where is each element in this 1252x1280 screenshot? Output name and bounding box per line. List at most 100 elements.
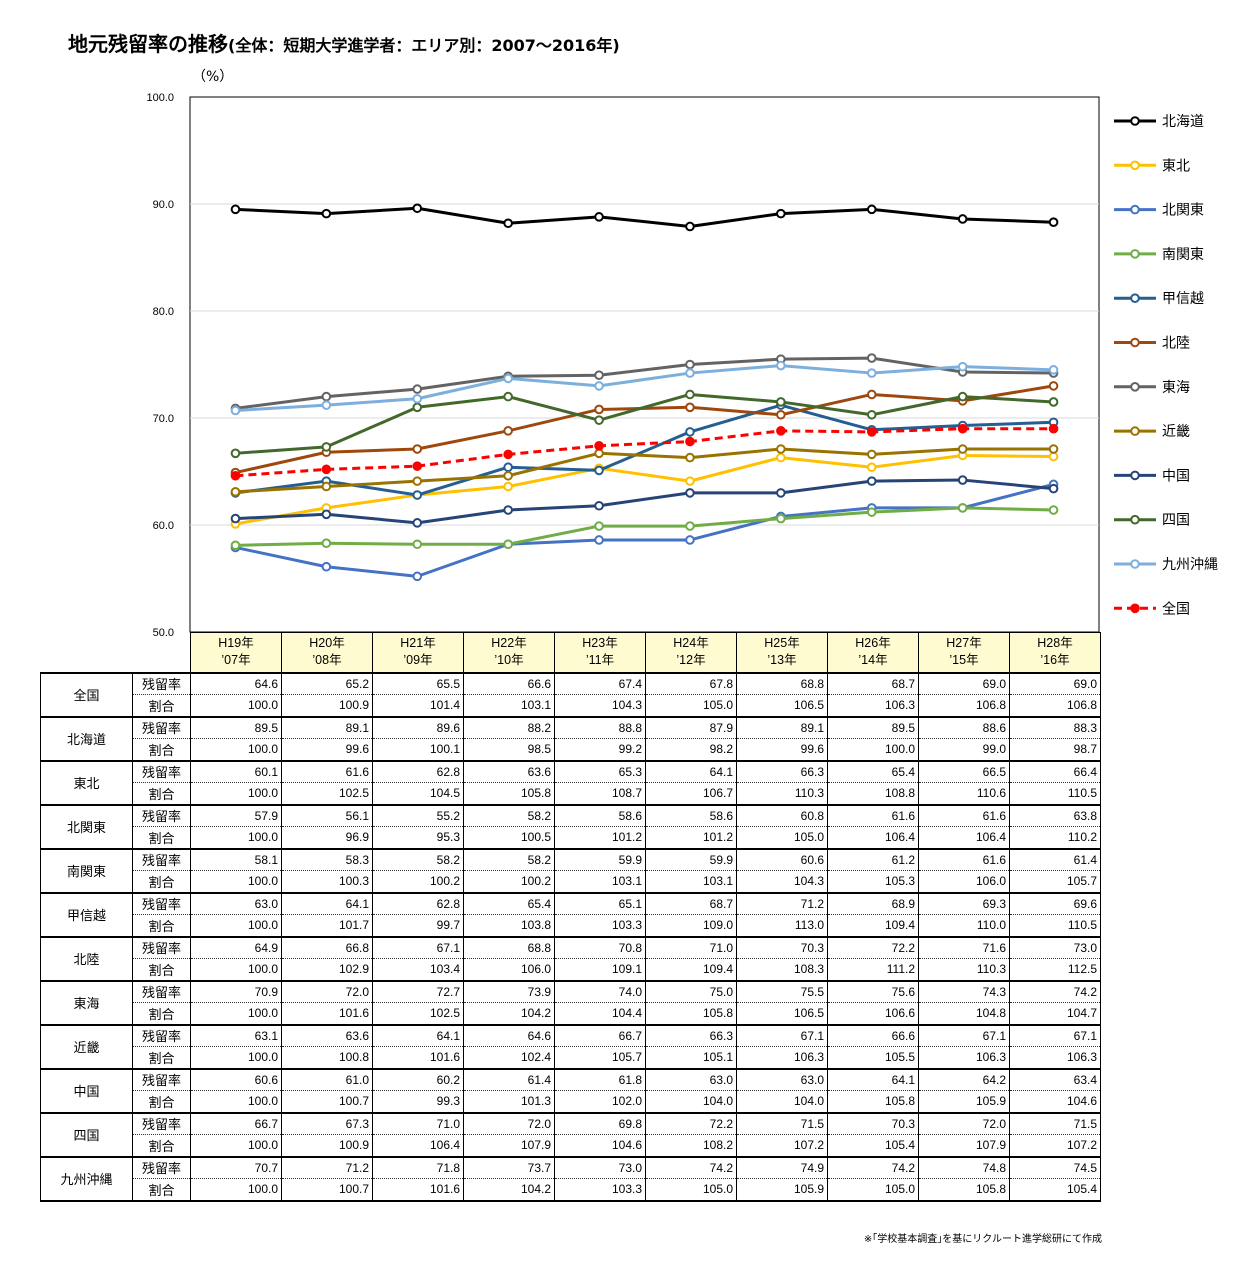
data-point <box>594 448 604 459</box>
ratio-cell: 100.3 <box>281 870 373 894</box>
rate-cell: 74.5 <box>1009 1156 1101 1179</box>
year-header: H28年 ’16年 <box>1009 632 1101 673</box>
row-type-ratio: 割合 <box>132 694 191 718</box>
ratio-cell: 101.3 <box>463 1090 555 1114</box>
table-row: 割合 100.0 100.3 100.2 100.2 103.1 103.1 104.3 105… <box>41 870 1101 894</box>
data-point <box>321 391 332 402</box>
ratio-cell: 105.7 <box>1009 870 1101 894</box>
rate-cell: 65.4 <box>463 892 555 915</box>
data-point <box>685 389 695 400</box>
rate-cell: 88.8 <box>554 716 646 739</box>
data-point <box>321 400 332 410</box>
rate-cell: 60.6 <box>190 1068 282 1091</box>
rate-cell: 65.1 <box>554 892 646 915</box>
y-tick-label: 100.0 <box>146 92 174 104</box>
rate-cell: 58.2 <box>463 804 555 827</box>
rate-cell: 67.1 <box>1009 1024 1101 1047</box>
table-row: 北陸 残留率 64.9 66.8 67.1 68.8 70.8 71.0 70.3 72.2 71.… <box>40 936 1101 982</box>
data-point <box>866 409 877 420</box>
rate-cell: 64.1 <box>827 1068 919 1091</box>
year-header-era: H21年 <box>400 636 436 651</box>
rate-cell: 71.0 <box>372 1112 464 1135</box>
legend-marker <box>1130 426 1140 436</box>
rate-cell: 58.2 <box>463 848 555 871</box>
rate-cell: 74.0 <box>554 980 646 1003</box>
table-row: 北関東 残留率 57.9 56.1 55.2 58.2 58.6 58.6 60.8 61.6 61… <box>40 804 1101 850</box>
rate-cell: 72.2 <box>645 1112 737 1135</box>
year-header: H24年 ’12年 <box>645 632 737 673</box>
rate-cell: 75.6 <box>827 980 919 1003</box>
region-label: 全国 <box>40 671 133 718</box>
year-header-western: ’09年 <box>403 653 433 668</box>
year-header-western: ’15年 <box>949 653 979 668</box>
year-header: H27年 ’15年 <box>918 632 1010 673</box>
ratio-cell: 106.4 <box>372 1134 464 1158</box>
year-header-western: ’13年 <box>767 653 797 668</box>
ratio-cell: 109.0 <box>645 914 737 938</box>
year-header: H26年 ’14年 <box>827 632 919 673</box>
ratio-cell: 100.0 <box>190 694 282 718</box>
year-header-era: H26年 <box>855 636 891 651</box>
data-point <box>412 393 423 404</box>
rate-cell: 69.0 <box>918 671 1010 695</box>
ratio-cell: 104.2 <box>463 1002 555 1026</box>
ratio-cell: 106.3 <box>1009 1046 1101 1070</box>
legend-marker <box>1130 116 1140 126</box>
row-type-rate: 残留率 <box>132 848 191 871</box>
rate-cell: 61.4 <box>463 1068 555 1091</box>
table-header-row: H19年 ’07年 H20年 ’08年 H21年 ’09年 H22年 ’10年 H23年 ’11年… <box>41 632 1101 673</box>
ratio-cell: 105.9 <box>918 1090 1010 1114</box>
ratio-cell: 100.9 <box>281 1134 373 1158</box>
legend-label: 北陸 <box>1162 336 1190 352</box>
rate-cell: 88.3 <box>1009 716 1101 739</box>
ratio-cell: 102.4 <box>463 1046 555 1070</box>
ratio-cell: 101.2 <box>554 826 646 850</box>
region-label: 九州沖縄 <box>40 1156 133 1202</box>
data-point <box>957 361 968 372</box>
rate-cell: 65.3 <box>554 760 646 783</box>
y-tick-label: 50.0 <box>153 627 174 639</box>
ratio-cell: 105.9 <box>736 1178 828 1202</box>
rate-cell: 66.5 <box>918 760 1010 783</box>
ratio-cell: 110.3 <box>918 958 1010 982</box>
data-point <box>412 518 423 528</box>
table-row: 全国 残留率 64.6 65.2 65.5 66.6 67.4 67.8 68.8 68.7 69.… <box>40 671 1101 718</box>
legend-label: 全国 <box>1162 600 1190 617</box>
data-point <box>685 402 695 413</box>
year-header-western: ’12年 <box>676 653 706 668</box>
data-point <box>957 503 968 513</box>
rate-cell: 65.5 <box>372 671 464 695</box>
data-point <box>230 405 241 416</box>
ratio-cell: 100.2 <box>463 870 555 894</box>
year-header: H19年 ’07年 <box>190 632 282 673</box>
ratio-cell: 113.0 <box>736 914 828 938</box>
table-row: 東北 残留率 60.1 61.6 62.8 63.6 65.3 64.1 66.3 65.4 66.… <box>40 760 1101 806</box>
series-line <box>235 206 1054 228</box>
data-point <box>321 464 332 475</box>
rate-cell: 60.2 <box>372 1068 464 1091</box>
rate-cell: 58.6 <box>645 804 737 827</box>
region-label: 四国 <box>40 1112 133 1158</box>
ratio-cell: 110.2 <box>1009 826 1101 850</box>
rate-cell: 57.9 <box>190 804 282 827</box>
rate-cell: 73.0 <box>1009 936 1101 959</box>
ratio-cell: 107.9 <box>463 1134 555 1158</box>
data-point <box>1048 483 1059 494</box>
year-header-western: ’10年 <box>494 653 524 668</box>
year-header-era: H23年 <box>582 636 618 651</box>
data-point <box>866 449 877 460</box>
ratio-cell: 105.4 <box>1009 1178 1101 1202</box>
ratio-cell: 108.3 <box>736 958 828 982</box>
ratio-cell: 110.5 <box>1009 914 1101 938</box>
data-point <box>503 505 513 515</box>
data-point <box>685 436 695 447</box>
row-type-rate: 残留率 <box>132 980 191 1003</box>
year-header-era: H27年 <box>946 636 982 651</box>
ratio-cell: 103.1 <box>645 870 737 894</box>
data-point <box>776 208 786 219</box>
ratio-cell: 109.4 <box>645 958 737 982</box>
table-row: 割合 100.0 101.6 102.5 104.2 104.4 105.8 106.5 106… <box>41 1002 1101 1026</box>
data-point <box>594 500 604 511</box>
ratio-cell: 112.5 <box>1009 958 1101 982</box>
year-header-western: ’11年 <box>585 653 615 668</box>
